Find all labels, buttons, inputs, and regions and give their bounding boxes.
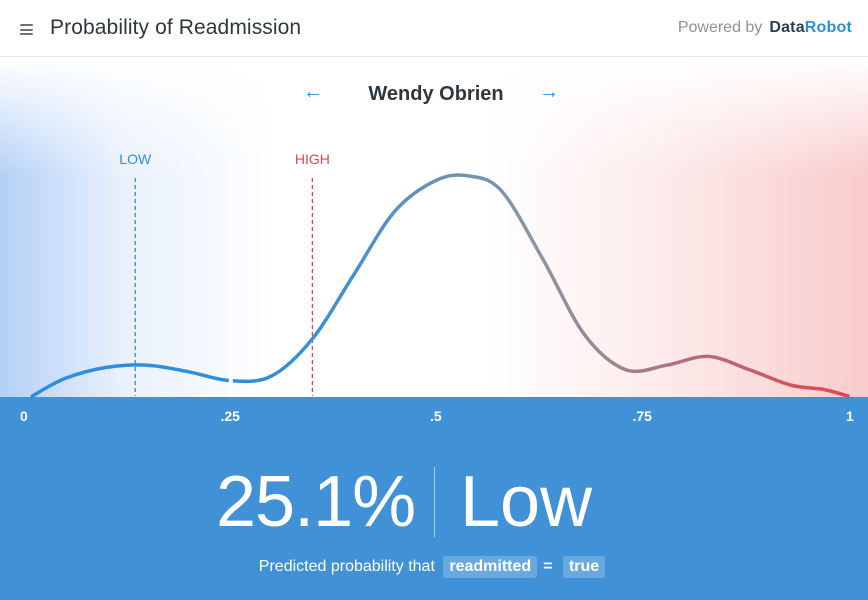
prediction-caption: Predicted probability that readmitted = t… (0, 556, 868, 578)
feature-badge: readmitted (443, 556, 538, 578)
previous-patient-arrow-icon[interactable]: ← (303, 81, 323, 103)
low-threshold-label: LOW (119, 151, 152, 167)
datarobot-logo[interactable]: DataRobot (769, 19, 852, 37)
powered-by-label: Powered by (677, 19, 763, 36)
risk-label: Low (460, 462, 593, 542)
hamburger-menu-icon[interactable] (20, 24, 33, 35)
caption-prefix: Predicted probability that (258, 558, 435, 575)
summary-divider (434, 467, 435, 537)
density-curve (30, 173, 850, 398)
chart-background (0, 57, 868, 397)
equals-sign: = (543, 558, 553, 575)
refresh-arrowhead (415, 256, 429, 276)
next-patient-arrow-icon[interactable]: → (539, 81, 559, 103)
x-tick-label: .25 (220, 408, 240, 424)
page-title: Probability of Readmission (50, 16, 302, 39)
patient-name: Wendy Obrien (368, 83, 504, 105)
powered-by: Powered by DataRobot (678, 19, 852, 37)
brand-part-1: Data (769, 19, 805, 36)
prediction-summary: 25.1% Low (0, 465, 868, 540)
brand-part-2: Robot (804, 19, 852, 36)
probability-value: 25.1% (216, 462, 416, 542)
x-tick-label: .5 (430, 408, 442, 424)
x-tick-label: 1 (846, 408, 854, 424)
x-tick-label: 0 (20, 408, 28, 424)
x-tick-label: .75 (632, 408, 652, 424)
target-value-badge: true (562, 556, 606, 578)
refresh-icon[interactable] (413, 256, 457, 305)
app-header: Probability of Readmission Powered by Da… (0, 0, 868, 57)
density-chart: LOW HIGH (30, 151, 850, 398)
high-threshold-label: HIGH (295, 151, 330, 167)
refresh-arc (413, 265, 457, 305)
